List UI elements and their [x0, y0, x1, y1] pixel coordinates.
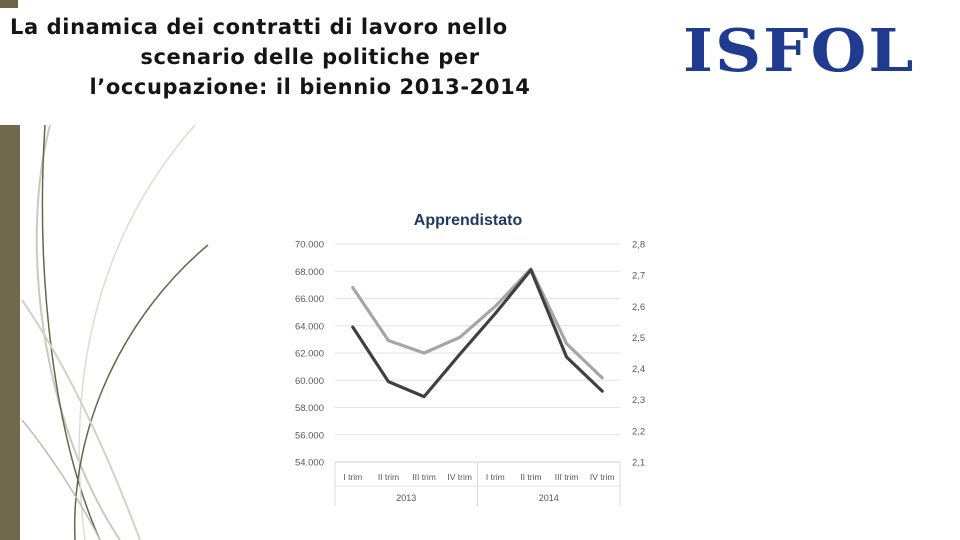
series-lines: [351, 267, 604, 399]
left-accent-bar: [0, 125, 20, 540]
deco-curve-6: [21, 419, 101, 540]
title-line-3: l’occupazione: il biennio 2013-2014: [89, 75, 531, 99]
x-axis: I trim II trim III trim IV trim I trim II tri…: [334, 461, 621, 506]
slide-title: La dinamica dei contratti di lavoro nell…: [0, 12, 620, 102]
apprendistato-chart: Apprendistato 54.000 56.000 58.000 60.000 62…: [295, 212, 645, 506]
top-accent-mark: [0, 0, 18, 8]
right-tick-label: 2,2: [632, 426, 645, 437]
deco-curve-1: [35, 124, 121, 540]
chart-title: Apprendistato: [414, 212, 523, 229]
title-line-2: scenario delle politiche per: [140, 45, 480, 69]
deco-curve-4: [73, 244, 209, 540]
deco-curve-5: [21, 299, 141, 540]
left-tick-label: 66.000: [295, 294, 324, 305]
left-tick-label: 70.000: [295, 240, 324, 251]
series-line-2: [351, 267, 604, 380]
left-tick-label: 56.000: [295, 430, 324, 441]
x-tick-label: II trim: [378, 472, 399, 482]
x-tick-label: II trim: [520, 472, 541, 482]
right-tick-label: 2,3: [632, 395, 645, 406]
isfol-logo: ISFOL: [683, 16, 916, 86]
x-tick-label: III trim: [412, 472, 436, 482]
right-tick-label: 2,5: [632, 333, 645, 344]
right-tick-label: 2,4: [632, 364, 645, 375]
x-tick-label: I trim: [486, 472, 505, 482]
right-tick-label: 2,7: [632, 271, 645, 282]
right-tick-label: 2,8: [632, 240, 645, 251]
x-group-label: 2014: [539, 493, 559, 503]
left-tick-label: 68.000: [295, 267, 324, 278]
left-tick-label: 54.000: [295, 458, 324, 469]
left-tick-label: 60.000: [295, 376, 324, 387]
right-tick-label: 2,1: [632, 458, 645, 469]
x-tick-label: III trim: [555, 472, 579, 482]
right-axis-ticks: 2,1 2,2 2,3 2,4 2,5 2,6 2,7 2,8: [632, 240, 645, 469]
title-line-1: La dinamica dei contratti di lavoro nell…: [10, 15, 508, 39]
decorative-curves: [21, 124, 209, 540]
left-tick-label: 58.000: [295, 403, 324, 414]
x-tick-label: IV trim: [447, 472, 472, 482]
x-tick-label: I trim: [343, 472, 362, 482]
left-tick-label: 62.000: [295, 349, 324, 360]
right-tick-label: 2,6: [632, 302, 645, 313]
deco-curve-3: [78, 124, 196, 540]
left-tick-label: 64.000: [295, 321, 324, 332]
x-tick-label: IV trim: [590, 472, 615, 482]
series-line-1: [351, 268, 604, 399]
x-group-label: 2013: [396, 493, 416, 503]
left-axis-ticks: 54.000 56.000 58.000 60.000 62.000 64.000 66.0…: [295, 240, 324, 469]
grid-lines: [335, 243, 620, 463]
deco-curve-2: [41, 124, 101, 540]
